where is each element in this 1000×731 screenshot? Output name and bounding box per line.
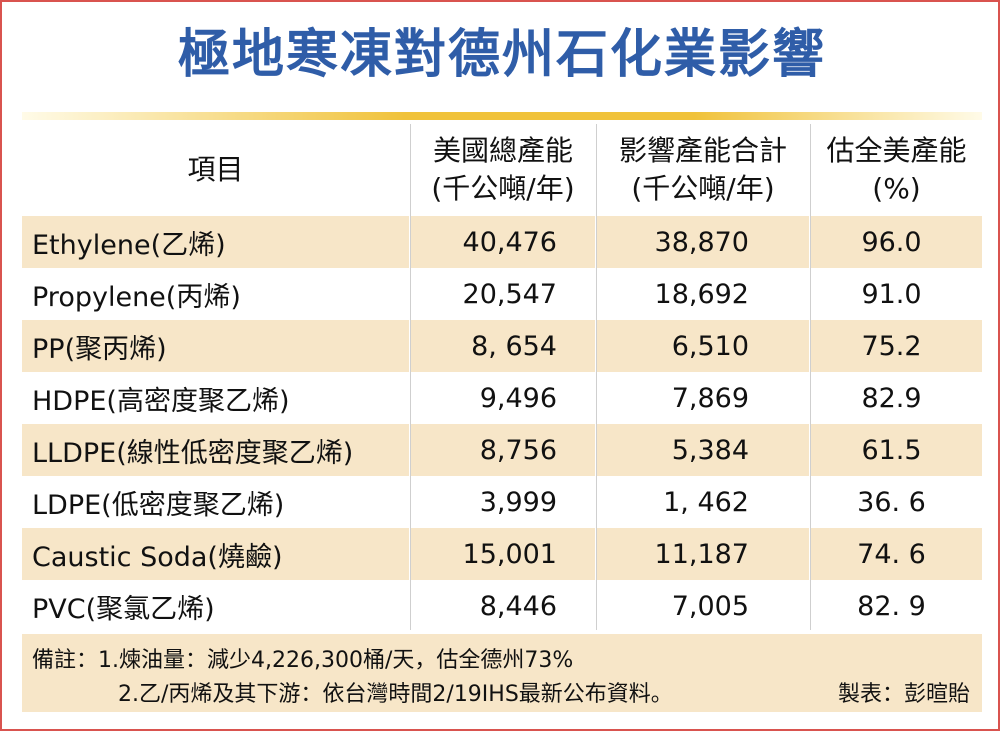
row-affected: 1, 462 bbox=[595, 476, 810, 528]
table-row: Ethylene(乙烯) 40,476 38,870 96.0 bbox=[22, 216, 982, 268]
row-affected: 6,510 bbox=[595, 320, 810, 372]
row-total: 3,999 bbox=[409, 476, 596, 528]
row-item: HDPE(高密度聚乙烯) bbox=[22, 372, 410, 424]
page-title: 極地寒凍對德州石化業影響 bbox=[177, 25, 826, 85]
column-divider bbox=[596, 124, 597, 630]
title-divider bbox=[22, 112, 982, 120]
footnote-line-1: 備註：1.煉油量：減少4,226,300桶/天，估全德州73% bbox=[32, 648, 574, 673]
capacity-table: 項目 美國總產能 (千公噸/年) 影響產能合計 (千公噸/年) 估全美產能 (%… bbox=[22, 124, 982, 632]
row-percent: 91.0 bbox=[809, 268, 982, 320]
row-percent: 82.9 bbox=[809, 372, 982, 424]
row-item: Propylene(丙烯) bbox=[22, 268, 410, 320]
footnotes: 備註：1.煉油量：減少4,226,300桶/天，估全德州73% 2.乙/丙烯及其… bbox=[22, 634, 982, 712]
row-item: PVC(聚氯乙烯) bbox=[22, 580, 410, 632]
header-total-capacity: 美國總產能 (千公噸/年) bbox=[409, 124, 596, 216]
header-percent-of-us-label: 估全美產能 bbox=[826, 134, 967, 167]
row-total: 40,476 bbox=[409, 216, 596, 268]
row-total: 9,496 bbox=[409, 372, 596, 424]
table-credit: 製表：彭暄貽 bbox=[837, 682, 970, 707]
header-total-capacity-unit: (千公噸/年) bbox=[431, 172, 575, 205]
row-total: 15,001 bbox=[409, 528, 596, 580]
header-item-label: 項目 bbox=[187, 153, 244, 186]
header-affected-capacity-label: 影響產能合計 bbox=[618, 134, 787, 167]
header-percent-of-us: 估全美產能 (%) bbox=[809, 124, 982, 216]
table-row: Caustic Soda(燒鹼) 15,001 11,187 74. 6 bbox=[22, 528, 982, 580]
row-percent: 96.0 bbox=[809, 216, 982, 268]
header-affected-capacity: 影響產能合計 (千公噸/年) bbox=[595, 124, 810, 216]
row-percent: 61.5 bbox=[809, 424, 982, 476]
table-header-row: 項目 美國總產能 (千公噸/年) 影響產能合計 (千公噸/年) 估全美產能 (%… bbox=[22, 124, 982, 216]
table-row: LLDPE(線性低密度聚乙烯) 8,756 5,384 61.5 bbox=[22, 424, 982, 476]
column-divider bbox=[810, 124, 811, 630]
row-affected: 7,005 bbox=[595, 580, 810, 632]
header-affected-capacity-unit: (千公噸/年) bbox=[631, 172, 775, 205]
row-total: 8,756 bbox=[409, 424, 596, 476]
column-divider bbox=[410, 124, 411, 630]
header-item: 項目 bbox=[22, 124, 410, 216]
row-affected: 5,384 bbox=[595, 424, 810, 476]
row-percent: 82. 9 bbox=[809, 580, 982, 632]
row-item: LLDPE(線性低密度聚乙烯) bbox=[22, 424, 410, 476]
row-affected: 18,692 bbox=[595, 268, 810, 320]
row-item: PP(聚丙烯) bbox=[22, 320, 410, 372]
row-total: 8, 654 bbox=[409, 320, 596, 372]
row-affected: 11,187 bbox=[595, 528, 810, 580]
row-total: 8,446 bbox=[409, 580, 596, 632]
row-percent: 75.2 bbox=[809, 320, 982, 372]
table-row: PP(聚丙烯) 8, 654 6,510 75.2 bbox=[22, 320, 982, 372]
table-row: LDPE(低密度聚乙烯) 3,999 1, 462 36. 6 bbox=[22, 476, 982, 528]
row-total: 20,547 bbox=[409, 268, 596, 320]
table-row: HDPE(高密度聚乙烯) 9,496 7,869 82.9 bbox=[22, 372, 982, 424]
header-percent-of-us-unit: (%) bbox=[872, 172, 921, 205]
footnote-line-2: 2.乙/丙烯及其下游：依台灣時間2/19IHS最新公布資料。 bbox=[118, 682, 673, 707]
row-item: LDPE(低密度聚乙烯) bbox=[22, 476, 410, 528]
row-item: Ethylene(乙烯) bbox=[22, 216, 410, 268]
row-percent: 36. 6 bbox=[809, 476, 982, 528]
row-affected: 7,869 bbox=[595, 372, 810, 424]
table-row: PVC(聚氯乙烯) 8,446 7,005 82. 9 bbox=[22, 580, 982, 632]
row-affected: 38,870 bbox=[595, 216, 810, 268]
header-total-capacity-label: 美國總產能 bbox=[432, 134, 573, 167]
row-percent: 74. 6 bbox=[809, 528, 982, 580]
row-item: Caustic Soda(燒鹼) bbox=[22, 528, 410, 580]
table-row: Propylene(丙烯) 20,547 18,692 91.0 bbox=[22, 268, 982, 320]
